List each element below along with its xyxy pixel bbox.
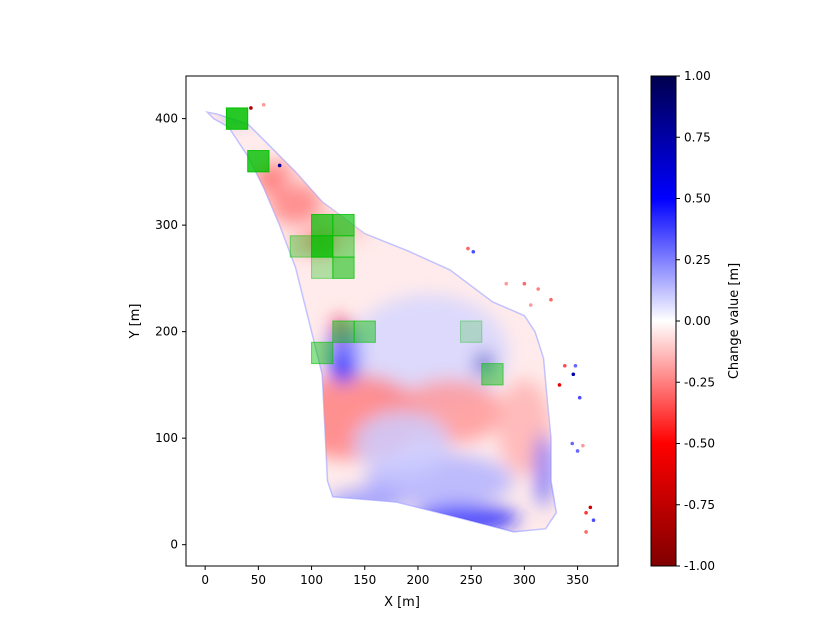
satellite-point	[571, 372, 576, 377]
change-patch	[330, 358, 357, 380]
axes-frame	[185, 75, 619, 567]
overlay-square	[225, 107, 249, 130]
x-ticks: 0 50 100 150 200 250 300 350	[201, 566, 589, 587]
satellite-point	[584, 530, 588, 534]
overlay-squares	[225, 107, 504, 386]
colorbar-tick-label: -1.00	[684, 559, 715, 573]
satellite-point	[471, 249, 476, 254]
overlay-square	[332, 256, 355, 279]
overlay-square	[481, 363, 504, 386]
change-patch	[354, 411, 450, 476]
satellite-point	[549, 297, 553, 302]
overlay-square	[311, 256, 334, 279]
x-tick-label: 100	[300, 573, 323, 587]
colorbar-tick-label: 0.00	[684, 314, 711, 328]
satellite-point	[522, 281, 527, 286]
colorbar-tick-label: -0.75	[684, 498, 715, 512]
x-tick-label: 350	[566, 573, 589, 587]
satellite-point	[573, 363, 578, 368]
y-tick-label: 300	[155, 218, 178, 232]
change-patch	[292, 235, 314, 253]
overlay-square	[332, 213, 355, 237]
x-tick-label: 200	[407, 573, 430, 587]
x-tick-label: 250	[460, 573, 483, 587]
x-tick-label: 0	[201, 573, 209, 587]
satellite-point	[249, 106, 253, 110]
colorbar-label: Change value [m]	[727, 263, 742, 379]
satellite-point	[528, 303, 533, 307]
colorbar-tick-label: 1.00	[684, 69, 711, 83]
satellite-point	[584, 510, 588, 515]
overlay-square	[311, 213, 334, 237]
change-patch	[536, 432, 551, 508]
satellite-point	[261, 102, 266, 107]
satellite-point	[562, 363, 567, 368]
plot-axes: 0 50 100 150 200 250 300 350 0 100 200 300 400 X [m…	[128, 75, 619, 610]
satellite-point	[536, 287, 540, 291]
overlay-square	[311, 235, 334, 258]
colorbar-tick-label: -0.50	[684, 437, 715, 451]
overlay-square	[460, 320, 483, 343]
satellite-point	[577, 395, 582, 400]
x-axis-label: X [m]	[384, 595, 420, 610]
overlay-square	[332, 235, 355, 258]
overlay-square	[332, 320, 355, 343]
colorbar-gradient	[650, 75, 677, 567]
overlay-square	[311, 341, 334, 365]
satellite-point	[581, 443, 585, 448]
satellite-point	[557, 383, 562, 387]
satellite-point	[466, 246, 470, 251]
overlay-square	[353, 320, 376, 343]
colorbar-tick-label: 0.25	[684, 253, 711, 267]
y-tick-label: 100	[155, 431, 178, 445]
change-patch	[268, 182, 323, 226]
overlay-square	[289, 235, 313, 258]
overlay-square	[247, 150, 270, 173]
satellite-point	[575, 449, 580, 453]
colorbar-ticks: 1.00 0.75 0.50 0.25 0.00 -0.25 -0.50 -0.75 -1.00	[676, 69, 715, 573]
colorbar: 1.00 0.75 0.50 0.25 0.00 -0.25 -0.50 -0.75 -1.00…	[650, 69, 742, 573]
satellite-point	[277, 163, 282, 168]
satellite-point	[504, 281, 509, 286]
colorbar-tick-label: -0.25	[684, 375, 715, 389]
satellite-point	[591, 518, 596, 522]
satellite-points	[249, 102, 596, 534]
y-ticks: 0 100 200 300 400	[155, 112, 186, 552]
y-tick-label: 400	[155, 112, 178, 126]
colorbar-tick-label: 0.75	[684, 130, 711, 144]
y-tick-label: 0	[170, 538, 178, 552]
x-tick-label: 50	[251, 573, 266, 587]
y-tick-label: 200	[155, 325, 178, 339]
y-axis-label: Y [m]	[128, 304, 143, 340]
satellite-point	[570, 441, 575, 446]
x-tick-label: 150	[353, 573, 376, 587]
colorbar-tick-label: 0.50	[684, 192, 711, 206]
satellite-point	[588, 505, 593, 510]
x-tick-label: 300	[513, 573, 536, 587]
change-patch	[332, 317, 350, 335]
